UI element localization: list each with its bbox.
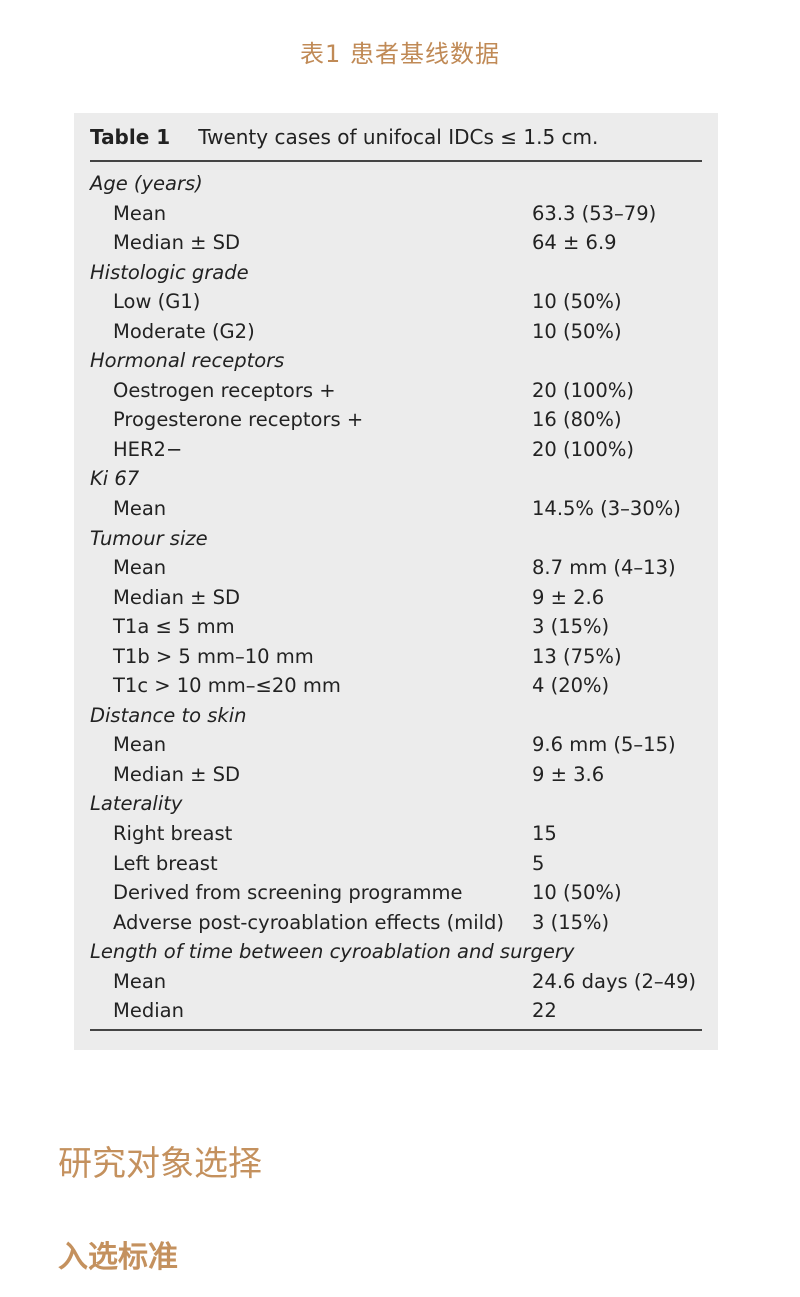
table-row: Derived from screening programme 10 (50%) [90, 878, 710, 908]
table-row: Oestrogen receptors + 20 (100%) [90, 376, 710, 406]
table-image: Table 1 Twenty cases of unifocal IDCs ≤ 1… [74, 113, 718, 1050]
top-rule [90, 160, 702, 162]
row-label: Adverse post-cyroablation effects (mild) [113, 910, 505, 934]
bottom-rule [90, 1029, 702, 1031]
row-label: T1c > 10 mm–≤20 mm [113, 674, 341, 698]
row-label: Right breast [113, 822, 233, 846]
row-label: Median ± SD [113, 585, 241, 609]
row-label: Median [113, 999, 184, 1023]
row-value: 15 [532, 822, 557, 846]
row-value: 9.6 mm (5–15) [532, 733, 676, 757]
table-row: T1c > 10 mm–≤20 mm 4 (20%) [90, 671, 710, 701]
table-row: Median ± SD 9 ± 3.6 [90, 760, 710, 790]
table-group-row: Age (years) [90, 169, 710, 199]
row-label: Low (G1) [113, 290, 201, 314]
row-label: Distance to skin [90, 703, 247, 727]
row-value: 22 [532, 999, 557, 1023]
table-group-row: Tumour size [90, 524, 710, 554]
row-label: Mean [113, 497, 167, 521]
row-label: Laterality [90, 792, 183, 816]
table-row: T1a ≤ 5 mm 3 (15%) [90, 612, 710, 642]
table-group-row: Ki 67 [90, 464, 710, 494]
row-value: 14.5% (3–30%) [532, 497, 681, 521]
table-group-row: Laterality [90, 789, 710, 819]
row-value: 4 (20%) [532, 674, 610, 698]
table-row: Moderate (G2) 10 (50%) [90, 317, 710, 347]
table-group-row: Length of time between cyroablation and … [90, 937, 710, 967]
row-value: 3 (15%) [532, 615, 610, 639]
row-value: 10 (50%) [532, 319, 622, 343]
row-label: HER2− [113, 437, 183, 461]
table-title-text: Twenty cases of unifocal IDCs ≤ 1.5 cm. [198, 125, 599, 149]
row-value: 20 (100%) [532, 378, 634, 402]
subsection-heading: 入选标准 [58, 1240, 178, 1275]
row-value: 63.3 (53–79) [532, 201, 657, 225]
table-row: Mean 14.5% (3–30%) [90, 494, 710, 524]
table-row: Mean 9.6 mm (5–15) [90, 730, 710, 760]
table-title: Table 1 Twenty cases of unifocal IDCs ≤ 1… [90, 125, 598, 149]
row-label: Median ± SD [113, 231, 241, 255]
row-value: 8.7 mm (4–13) [532, 556, 676, 580]
table-row: Low (G1) 10 (50%) [90, 287, 710, 317]
table-label: Table 1 [90, 125, 171, 149]
table-body: Age (years) Mean 63.3 (53–79) Median ± SD 64… [90, 169, 710, 1026]
row-value: 10 (50%) [532, 881, 622, 905]
row-value: 20 (100%) [532, 437, 634, 461]
row-value: 9 ± 3.6 [532, 762, 605, 786]
table-caption: 表1 患者基线数据 [300, 40, 500, 68]
row-label: Derived from screening programme [113, 881, 463, 905]
table-row: Progesterone receptors + 16 (80%) [90, 405, 710, 435]
table-row: Median ± SD 64 ± 6.9 [90, 228, 710, 258]
row-label: Mean [113, 201, 167, 225]
row-label: Tumour size [90, 526, 208, 550]
row-label: T1a ≤ 5 mm [113, 615, 235, 639]
table-row: Median ± SD 9 ± 2.6 [90, 583, 710, 613]
row-label: Length of time between cyroablation and … [90, 940, 575, 964]
row-value: 9 ± 2.6 [532, 585, 605, 609]
table-row: Right breast 15 [90, 819, 710, 849]
row-label: Median ± SD [113, 762, 241, 786]
table-group-row: Hormonal receptors [90, 346, 710, 376]
row-value: 24.6 days (2–49) [532, 969, 697, 993]
row-label: Mean [113, 733, 167, 757]
table-row: Adverse post-cyroablation effects (mild)… [90, 908, 710, 938]
row-label: Hormonal receptors [90, 349, 285, 373]
table-row: HER2− 20 (100%) [90, 435, 710, 465]
row-label: Histologic grade [90, 260, 249, 284]
row-label: Mean [113, 556, 167, 580]
table-row: Left breast 5 [90, 849, 710, 879]
row-value: 5 [532, 851, 545, 875]
row-value: 3 (15%) [532, 910, 610, 934]
row-label: Ki 67 [90, 467, 140, 491]
table-row: Mean 8.7 mm (4–13) [90, 553, 710, 583]
table-group-row: Histologic grade [90, 258, 710, 288]
row-value: 64 ± 6.9 [532, 231, 617, 255]
row-label: Mean [113, 969, 167, 993]
row-value: 13 (75%) [532, 644, 622, 668]
row-label: Left breast [113, 851, 218, 875]
row-label: Oestrogen receptors + [113, 378, 336, 402]
row-label: T1b > 5 mm–10 mm [113, 644, 314, 668]
row-value: 10 (50%) [532, 290, 622, 314]
section-heading: 研究对象选择 [58, 1144, 262, 1184]
table-row: Mean 63.3 (53–79) [90, 199, 710, 229]
row-value: 16 (80%) [532, 408, 622, 432]
table-group-row: Distance to skin [90, 701, 710, 731]
row-label: Age (years) [90, 172, 203, 195]
table-row: Mean 24.6 days (2–49) [90, 967, 710, 997]
table-row: T1b > 5 mm–10 mm 13 (75%) [90, 642, 710, 672]
row-label: Moderate (G2) [113, 319, 255, 343]
row-label: Progesterone receptors + [113, 408, 364, 432]
table-row: Median 22 [90, 996, 710, 1026]
